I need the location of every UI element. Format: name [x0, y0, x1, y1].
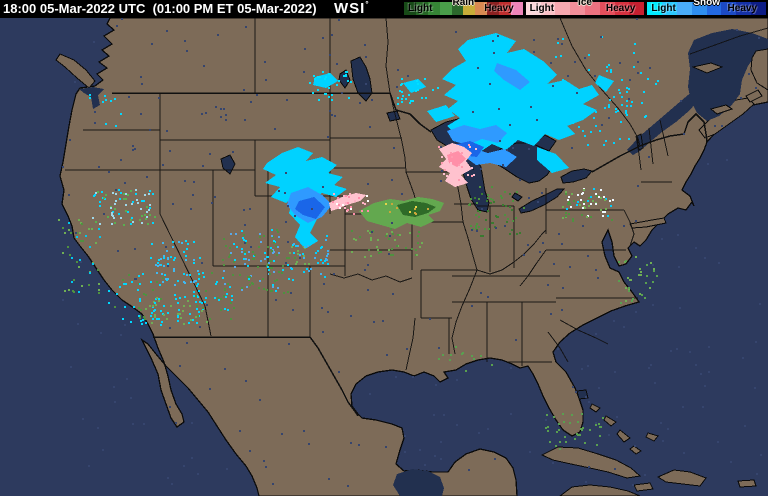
- lake-manitoba: [338, 69, 351, 89]
- hispaniola: [656, 469, 707, 487]
- legend-color-segment: [475, 2, 488, 15]
- newfoundland: [750, 48, 768, 91]
- legend-color-segment: [540, 2, 556, 15]
- legend-color-segment: [721, 2, 737, 15]
- cape-breton: [745, 89, 763, 103]
- wsi-logo: WSI°: [334, 0, 370, 17]
- legend-group-snow: Snow Light Heavy: [646, 0, 768, 18]
- legend-rain-heavy-label: Heavy: [484, 3, 514, 14]
- water-bodies: [79, 29, 768, 496]
- legend-color-segment: [662, 2, 677, 15]
- snow-tail-huron: [537, 147, 569, 173]
- legend-color-segment: [706, 2, 722, 15]
- lake-st-clair: [511, 192, 523, 202]
- legend-rain-title: Rain: [452, 0, 475, 8]
- country-borders: [112, 92, 708, 417]
- anticosti-island: [691, 62, 724, 74]
- great-salt-lake: [220, 154, 236, 175]
- speckle-layer: [58, 18, 762, 487]
- islands: [55, 53, 763, 496]
- legend-snow-heavy-label: Heavy: [727, 3, 758, 14]
- legend-snow-gradient: [646, 1, 768, 16]
- snow-mid-ontario-north: [494, 63, 530, 90]
- bahamas: [589, 403, 659, 455]
- legend-ice-heavy-label: Heavy: [605, 3, 636, 14]
- north-america-landmass: [59, 18, 768, 496]
- lake-of-the-woods: [386, 110, 401, 122]
- snow-area-great-lakes: [442, 33, 599, 152]
- timestamp-text: 18:00 05-Mar-2022 UTC (01:00 PM ET 05-Ma…: [3, 1, 317, 16]
- honduras-coast: [559, 484, 641, 496]
- legend-color-segment: [614, 2, 630, 15]
- legend-color-segment: [427, 2, 440, 15]
- rain-layer: [359, 197, 444, 229]
- snow-patch-north-dakota: [403, 79, 426, 93]
- legend-color-segment: [510, 2, 523, 15]
- gulf-of-st-lawrence: [688, 29, 768, 121]
- legend-color-segment: [751, 2, 766, 15]
- legend-color-segment: [555, 2, 571, 15]
- snow-patch-ontario-ne: [595, 75, 614, 92]
- us-radar-map: [0, 18, 768, 496]
- legend-color-segment: [691, 2, 707, 15]
- legend-color-segment: [499, 2, 511, 15]
- legend-color-segment: [736, 2, 752, 15]
- legend-ice-light-label: Light: [529, 3, 555, 14]
- legend-color-segment: [415, 2, 428, 15]
- legend-color-segment: [584, 2, 600, 15]
- legend-color-segment: [439, 2, 452, 15]
- legend-color-segment: [647, 2, 663, 15]
- legend-color-segment: [677, 2, 692, 15]
- precip-legend: Rain Light Heavy Ice Light Heavy Snow Li…: [403, 0, 768, 18]
- legend-snow-title: Snow: [693, 0, 721, 8]
- legend-rain-gradient: [403, 1, 524, 16]
- puget-sound: [79, 87, 104, 109]
- cuba: [540, 446, 642, 479]
- legend-color-segment: [599, 2, 615, 15]
- legend-ice-gradient: [524, 1, 646, 16]
- snow-deep-nebraska: [295, 197, 325, 219]
- legend-color-segment: [487, 2, 499, 15]
- lake-ontario: [560, 168, 593, 184]
- st-lawrence-river: [627, 90, 700, 155]
- legend-color-segment: [525, 2, 541, 15]
- map-svg: [0, 18, 768, 496]
- header-bar: 18:00 05-Mar-2022 UTC (01:00 PM ET 05-Ma…: [0, 0, 768, 18]
- degree-mark: °: [365, 0, 370, 9]
- snow-mid-superior-west: [447, 125, 507, 145]
- legend-color-segment: [570, 2, 585, 15]
- legend-color-segment: [463, 2, 476, 15]
- snow-layer: [263, 33, 614, 249]
- legend-color-segment: [404, 2, 416, 15]
- prince-edward-island: [709, 104, 734, 115]
- lake-erie: [518, 188, 566, 214]
- legend-ice-title: Ice: [578, 0, 592, 8]
- bay-of-campeche: [393, 469, 444, 496]
- legend-snow-light-label: Light: [651, 3, 676, 14]
- legend-group-rain: Rain Light Heavy: [403, 0, 524, 18]
- snow-area-wyoming-nebraska: [263, 147, 347, 203]
- legend-group-ice: Ice Light Heavy: [524, 0, 646, 18]
- legend-color-segment: [629, 2, 645, 15]
- jamaica: [633, 482, 654, 492]
- legend-rain-light-label: Light: [408, 3, 433, 14]
- snow-arm-west-superior: [427, 105, 455, 122]
- legend-color-segment: [451, 2, 464, 15]
- rain-core-iowa: [397, 201, 436, 217]
- puerto-rico: [737, 479, 757, 488]
